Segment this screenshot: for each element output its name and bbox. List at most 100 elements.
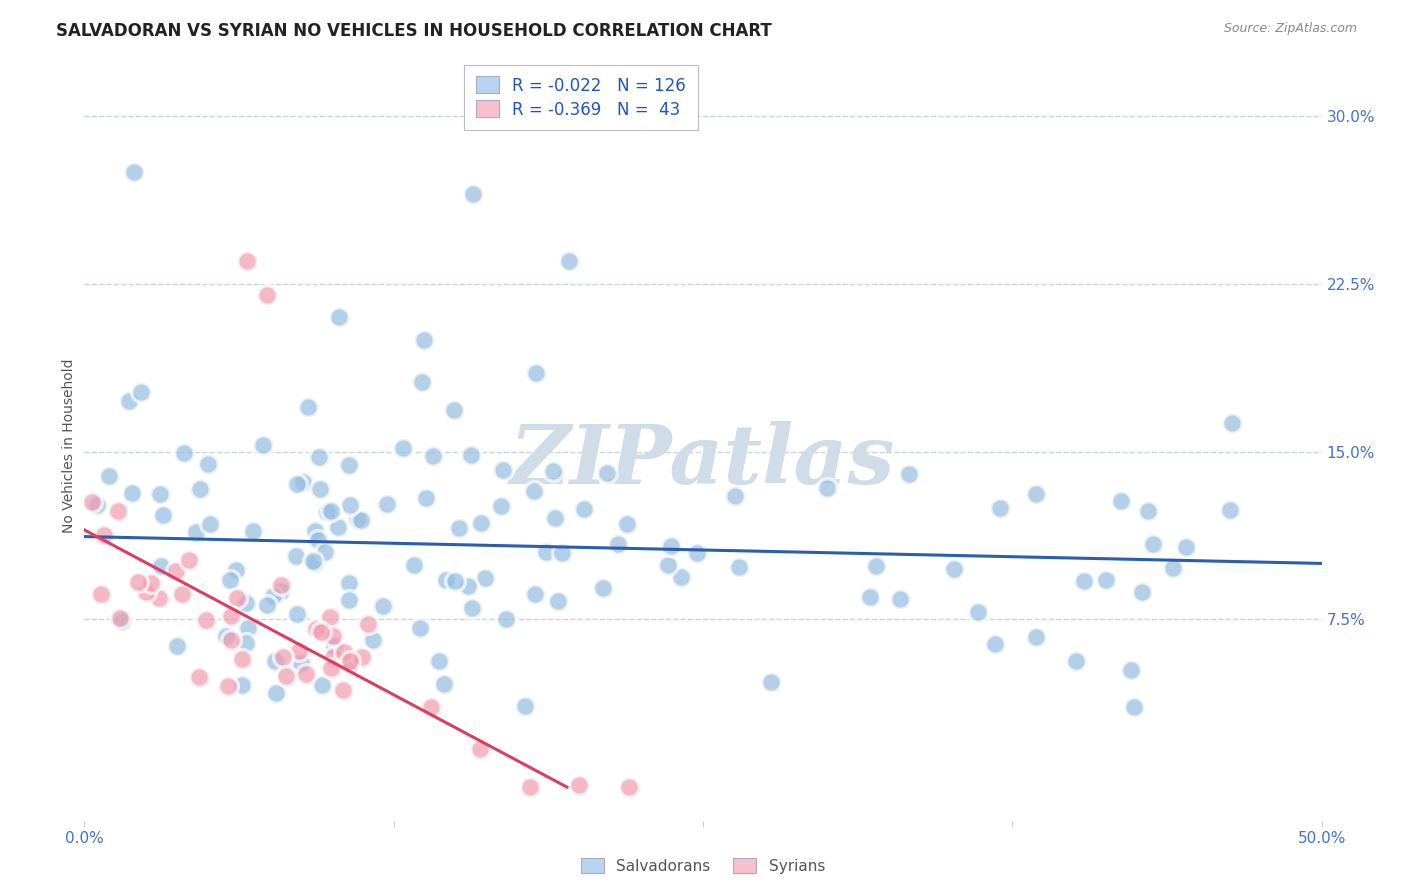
Point <box>307 533 329 547</box>
Point <box>723 489 745 503</box>
Point <box>316 505 339 519</box>
Point <box>256 288 278 302</box>
Legend: R = -0.022   N = 126, R = -0.369   N =  43: R = -0.022 N = 126, R = -0.369 N = 43 <box>464 65 697 130</box>
Point <box>350 513 373 527</box>
Point <box>568 778 591 792</box>
Point <box>356 616 378 631</box>
Point <box>111 614 134 628</box>
Point <box>815 481 838 495</box>
Point <box>337 458 360 472</box>
Point <box>273 649 295 664</box>
Point <box>305 622 328 636</box>
Point <box>173 446 195 460</box>
Point <box>460 448 482 462</box>
Point <box>252 438 274 452</box>
Point <box>221 608 243 623</box>
Point <box>897 467 920 481</box>
Point <box>686 546 709 560</box>
Point <box>534 544 557 558</box>
Point <box>215 629 238 643</box>
Point <box>1161 561 1184 575</box>
Point <box>1122 700 1144 714</box>
Point <box>290 656 312 670</box>
Point <box>108 611 131 625</box>
Point <box>129 385 152 400</box>
Point <box>1025 630 1047 644</box>
Point <box>1025 487 1047 501</box>
Point <box>135 585 157 599</box>
Point <box>235 254 257 268</box>
Point <box>148 591 170 605</box>
Point <box>266 686 288 700</box>
Point <box>411 375 433 389</box>
Point <box>291 475 314 489</box>
Point <box>671 570 693 584</box>
Point <box>408 621 430 635</box>
Point <box>617 780 640 794</box>
Point <box>984 637 1007 651</box>
Point <box>1121 663 1143 677</box>
Point <box>197 457 219 471</box>
Point <box>184 524 207 539</box>
Point <box>657 558 679 573</box>
Point <box>121 486 143 500</box>
Point <box>443 574 465 589</box>
Point <box>574 502 596 516</box>
Point <box>419 699 441 714</box>
Point <box>219 633 242 648</box>
Point <box>302 554 325 568</box>
Point <box>489 499 512 513</box>
Point <box>592 581 614 595</box>
Point <box>242 524 264 538</box>
Point <box>1219 502 1241 516</box>
Point <box>218 679 240 693</box>
Point <box>80 495 103 509</box>
Point <box>557 254 579 268</box>
Point <box>606 537 628 551</box>
Point <box>447 520 470 534</box>
Point <box>402 558 425 573</box>
Point <box>461 600 484 615</box>
Point <box>170 586 193 600</box>
Point <box>1137 504 1160 518</box>
Point <box>231 651 253 665</box>
Point <box>187 670 209 684</box>
Point <box>524 587 547 601</box>
Point <box>276 669 298 683</box>
Point <box>308 450 330 464</box>
Point <box>759 675 782 690</box>
Point <box>547 593 569 607</box>
Point <box>285 549 308 563</box>
Point <box>309 624 332 639</box>
Point <box>326 520 349 534</box>
Point <box>461 187 484 202</box>
Point <box>1095 574 1118 588</box>
Point <box>256 598 278 612</box>
Point <box>333 645 356 659</box>
Point <box>337 593 360 607</box>
Point <box>188 482 211 496</box>
Point <box>321 504 343 518</box>
Y-axis label: No Vehicles in Household: No Vehicles in Household <box>62 359 76 533</box>
Point <box>492 463 515 477</box>
Point <box>318 610 340 624</box>
Point <box>1109 494 1132 508</box>
Point <box>943 562 966 576</box>
Point <box>166 639 188 653</box>
Point <box>339 498 361 512</box>
Point <box>285 607 308 621</box>
Point <box>297 400 319 414</box>
Point <box>337 575 360 590</box>
Point <box>198 516 221 531</box>
Point <box>474 571 496 585</box>
Point <box>551 546 574 560</box>
Point <box>434 573 457 587</box>
Point <box>616 516 638 531</box>
Point <box>1175 540 1198 554</box>
Point <box>319 661 342 675</box>
Point <box>86 498 108 512</box>
Point <box>238 621 260 635</box>
Point <box>231 678 253 692</box>
Point <box>314 544 336 558</box>
Point <box>470 516 492 530</box>
